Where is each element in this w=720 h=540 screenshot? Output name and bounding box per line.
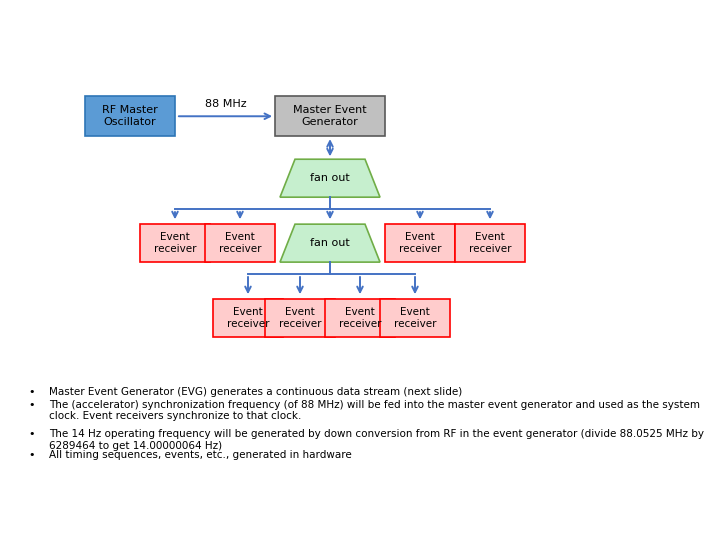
Text: The (accelerator) synchronization frequency (of 88 MHz) will be fed into the mas: The (accelerator) synchronization freque…	[49, 400, 700, 421]
Text: EUROPEAN
SPALLATION
SOURCE: EUROPEAN SPALLATION SOURCE	[691, 15, 720, 32]
Text: Event
receiver: Event receiver	[394, 307, 436, 329]
FancyBboxPatch shape	[85, 96, 175, 136]
Text: Event
receiver: Event receiver	[469, 232, 511, 254]
Text: Event
receiver: Event receiver	[399, 232, 441, 254]
FancyBboxPatch shape	[455, 224, 525, 262]
Polygon shape	[280, 159, 380, 197]
Text: •: •	[29, 450, 35, 460]
Text: Master Event Generator (EVG) generates a continuous data stream (next slide): Master Event Generator (EVG) generates a…	[49, 387, 462, 397]
Text: The 14 Hz operating frequency will be generated by down conversion from RF in th: The 14 Hz operating frequency will be ge…	[49, 429, 704, 451]
Text: Structure of the system: Structure of the system	[22, 37, 359, 60]
Text: All timing sequences, events, etc., generated in hardware: All timing sequences, events, etc., gene…	[49, 450, 351, 460]
FancyBboxPatch shape	[140, 224, 210, 262]
FancyBboxPatch shape	[205, 224, 275, 262]
Text: fan out: fan out	[310, 173, 350, 183]
Polygon shape	[280, 224, 380, 262]
Text: •: •	[29, 400, 35, 409]
Text: Event
receiver: Event receiver	[227, 307, 269, 329]
Text: fan out: fan out	[310, 238, 350, 248]
Text: Event
receiver: Event receiver	[279, 307, 321, 329]
Text: ess: ess	[627, 31, 647, 41]
Text: Master Event
Generator: Master Event Generator	[293, 105, 366, 127]
FancyBboxPatch shape	[380, 299, 450, 337]
Text: •: •	[29, 429, 35, 439]
Text: Event
receiver: Event receiver	[154, 232, 197, 254]
FancyBboxPatch shape	[275, 96, 385, 136]
FancyBboxPatch shape	[325, 299, 395, 337]
Text: RF Master
Oscillator: RF Master Oscillator	[102, 105, 158, 127]
FancyBboxPatch shape	[265, 299, 335, 337]
FancyBboxPatch shape	[385, 224, 455, 262]
Text: Event
receiver: Event receiver	[219, 232, 261, 254]
Text: Event
receiver: Event receiver	[338, 307, 382, 329]
FancyBboxPatch shape	[213, 299, 283, 337]
Text: 88 MHz: 88 MHz	[204, 99, 246, 109]
Text: •: •	[29, 387, 35, 397]
